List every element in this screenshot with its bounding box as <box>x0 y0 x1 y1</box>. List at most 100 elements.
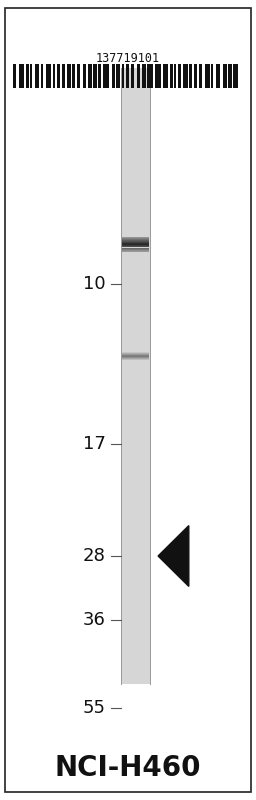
Bar <box>131 64 134 88</box>
Bar <box>121 198 151 203</box>
Bar <box>121 179 151 185</box>
Bar <box>121 678 151 684</box>
Bar <box>121 346 151 351</box>
Bar <box>121 364 151 370</box>
Bar <box>121 499 151 506</box>
Bar <box>41 64 44 88</box>
Bar <box>121 74 151 80</box>
Bar <box>121 524 151 530</box>
Bar <box>174 64 176 88</box>
Bar <box>121 283 151 290</box>
Bar <box>121 246 151 253</box>
Bar <box>121 302 151 308</box>
Bar <box>35 64 39 88</box>
Bar <box>121 426 151 431</box>
Bar <box>121 191 151 198</box>
Text: 55: 55 <box>83 699 106 717</box>
Bar <box>121 530 151 536</box>
Text: 36: 36 <box>83 611 106 629</box>
Bar <box>137 64 140 88</box>
Bar <box>121 142 151 148</box>
Bar <box>121 579 151 586</box>
Bar <box>183 64 188 88</box>
Bar <box>121 518 151 524</box>
Bar <box>121 148 151 154</box>
Bar <box>121 506 151 511</box>
Bar <box>199 64 202 88</box>
Bar <box>142 64 146 88</box>
Bar <box>121 388 151 394</box>
Bar <box>121 130 151 136</box>
Bar <box>121 549 151 554</box>
Bar <box>121 653 151 659</box>
Bar <box>121 616 151 622</box>
Bar <box>121 326 151 333</box>
Text: NCI-H460: NCI-H460 <box>55 754 201 782</box>
Bar <box>121 265 151 271</box>
Bar <box>189 64 192 88</box>
Bar <box>121 351 151 358</box>
Bar <box>121 370 151 376</box>
Bar <box>121 118 151 123</box>
Bar <box>126 64 129 88</box>
Bar <box>121 561 151 567</box>
Bar <box>121 136 151 142</box>
Bar <box>121 314 151 321</box>
Bar <box>121 431 151 438</box>
Bar <box>121 105 151 111</box>
Bar <box>121 586 151 592</box>
Bar <box>121 382 151 388</box>
Bar <box>121 487 151 493</box>
Bar <box>121 469 151 474</box>
Bar <box>147 64 153 88</box>
Bar <box>121 123 151 130</box>
Bar <box>121 216 151 222</box>
Bar <box>121 456 151 462</box>
Bar <box>121 401 151 407</box>
Bar <box>121 321 151 326</box>
Bar <box>121 185 151 191</box>
Bar <box>121 511 151 518</box>
Bar <box>121 634 151 641</box>
Bar <box>83 64 86 88</box>
Bar <box>121 278 151 284</box>
Bar <box>121 672 151 678</box>
Bar <box>121 234 151 241</box>
Bar <box>121 554 151 561</box>
Bar <box>13 64 16 88</box>
Bar <box>46 64 51 88</box>
Bar <box>121 536 151 542</box>
Bar <box>121 308 151 314</box>
Bar <box>228 64 232 88</box>
Bar <box>121 271 151 278</box>
Bar <box>121 210 151 216</box>
Bar <box>121 407 151 413</box>
Bar <box>121 333 151 339</box>
Bar <box>211 64 213 88</box>
Bar <box>121 160 151 166</box>
Bar <box>121 290 151 296</box>
Bar <box>26 64 29 88</box>
Bar <box>103 64 109 88</box>
Text: 10: 10 <box>83 275 106 293</box>
Bar <box>121 444 151 450</box>
Bar <box>121 228 151 234</box>
Bar <box>205 64 210 88</box>
Bar <box>121 598 151 604</box>
Bar <box>121 641 151 647</box>
Bar <box>121 567 151 573</box>
Bar <box>53 64 56 88</box>
Bar <box>121 173 151 179</box>
Bar <box>121 222 151 228</box>
Bar <box>57 64 60 88</box>
Bar <box>19 64 24 88</box>
Bar <box>122 64 124 88</box>
Bar <box>121 481 151 487</box>
Bar <box>77 64 80 88</box>
Bar <box>121 647 151 653</box>
Bar <box>72 64 75 88</box>
Bar <box>121 80 151 86</box>
Bar <box>121 339 151 346</box>
Bar <box>121 154 151 160</box>
Bar <box>121 419 151 426</box>
